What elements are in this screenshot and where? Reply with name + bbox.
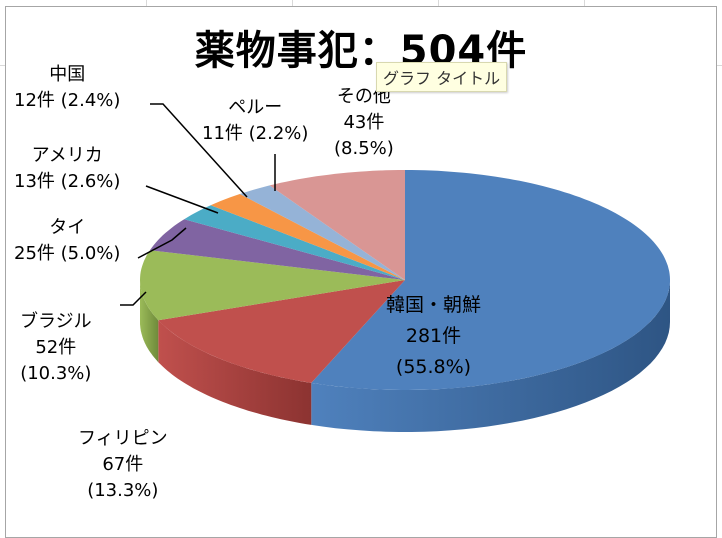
label-count: 25件 (5.0%) [14,243,121,264]
label-count: 281件 [405,325,462,347]
label-name: 中国 [49,64,86,85]
sheet-gridline [146,0,147,6]
pie-slice-2[interactable] [140,250,405,321]
label-name: ペルー [228,97,283,118]
pie-slice-0[interactable] [311,170,670,390]
label-name: ブラジル [20,311,92,332]
pie-slice-3[interactable] [149,219,405,280]
label-count: 43件 [343,112,385,133]
leader-line-1 [137,227,187,259]
chart-title-tooltip: グラフ タイトル [376,62,508,92]
label-pct: (8.5%) [334,138,394,159]
label-count: 52件 [35,337,77,358]
data-label-china: 中国 12件 (2.4%) [14,62,120,114]
label-count: 11件 (2.2%) [202,123,309,144]
data-label-usa: アメリカ 13件 (2.6%) [14,143,120,195]
pie-side-0[interactable] [311,280,670,432]
sheet-gridline [438,0,439,6]
leader-line-0 [120,291,147,306]
pie-slice-4[interactable] [184,205,405,280]
pie-slice-5[interactable] [210,194,405,280]
label-count: 12件 (2.4%) [14,90,121,111]
label-pct: (13.3%) [87,480,159,501]
leader-line-3 [150,103,248,198]
leader-line-2 [145,185,219,214]
label-name: フィリピン [78,428,168,449]
data-label-peru: ペルー 11件 (2.2%) [202,95,308,147]
data-label-thailand: タイ 25件 (5.0%) [14,215,120,267]
data-label-brazil: ブラジル 52件 (10.3%) [20,309,92,387]
label-count: 67件 [102,454,144,475]
label-name: アメリカ [31,145,103,166]
pie-slice-6[interactable] [239,185,405,280]
sheet-gridline [584,0,585,6]
data-label-korea: 韓国・朝鮮 281件 (55.8%) [386,290,481,383]
pie-slice-1[interactable] [158,280,405,383]
label-count: 13件 (2.6%) [14,171,121,192]
sheet-gridline [292,0,293,6]
pie-slice-7[interactable] [269,170,405,280]
pie-side-1[interactable] [158,320,312,425]
label-name: 韓国・朝鮮 [386,294,482,316]
label-pct: (10.3%) [20,363,92,384]
pie-side-2[interactable] [140,280,159,363]
label-pct: (55.8%) [395,356,472,378]
data-label-other: その他 43件 (8.5%) [334,84,394,162]
data-label-philippines: フィリピン 67件 (13.3%) [78,426,168,504]
label-name: タイ [49,217,86,238]
